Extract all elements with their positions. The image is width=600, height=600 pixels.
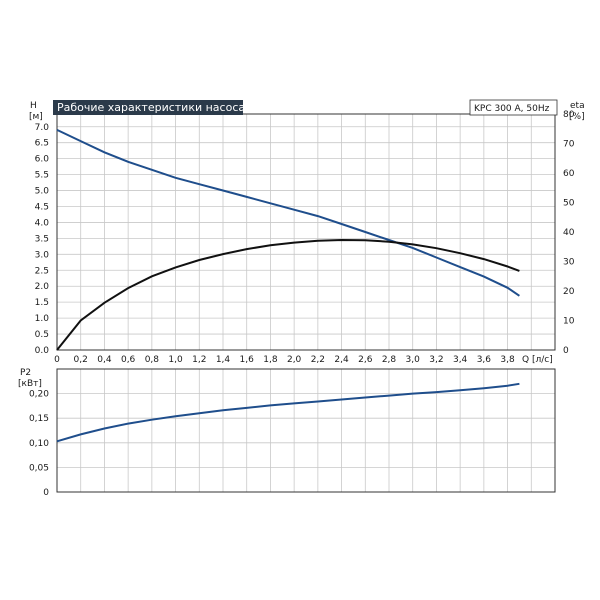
- y-left-tick-label: 0.0: [35, 346, 50, 356]
- lower-ticks: 0 0,05 0,10 0,15 0,20: [29, 390, 49, 498]
- y-left-tick-label: 0.5: [35, 330, 49, 340]
- lower-grid: [56, 369, 556, 493]
- eta-curve: [56, 238, 520, 351]
- x-tick-label: 0: [54, 355, 60, 365]
- title-background: [53, 100, 243, 115]
- upper-ticks: 0 0,2 0,4 0,6 0,8 1,0 1,2 1,4 1,6 1,8 2,0 2,2 2,4 2,6…: [35, 110, 575, 365]
- y-left-tick-label: 1.0: [35, 314, 50, 324]
- lower-y-tick-label: 0,15: [29, 414, 49, 424]
- upper-plot-frame: [56, 113, 556, 351]
- y-right-tick-label: 70: [563, 140, 575, 150]
- y-right-tick-label: 10: [563, 317, 575, 327]
- y-left-tick-label: 6.5: [35, 139, 49, 149]
- x-tick-label: 1,6: [240, 355, 255, 365]
- power-curve: [56, 382, 520, 443]
- model-label: KPC 300 A, 50Hz: [474, 104, 550, 114]
- x-tick-label: 2,0: [287, 355, 302, 365]
- x-tick-label: 0,6: [121, 355, 136, 365]
- y-right-tick-label: 20: [563, 287, 575, 297]
- y-left-tick-label: 5.5: [35, 171, 49, 181]
- x-axis-label: Q [л/с]: [522, 355, 553, 365]
- y-right-tick-label: 30: [563, 258, 575, 268]
- y-left-label-symbol: H: [30, 101, 37, 111]
- upper-grid: [56, 114, 556, 351]
- lower-y-tick-label: 0,10: [29, 439, 49, 449]
- upper-series: [56, 128, 520, 351]
- lower-y-label-unit: [кВт]: [18, 379, 42, 389]
- y-left-tick-label: 7.0: [35, 123, 50, 133]
- x-tick-label: 3,6: [477, 355, 492, 365]
- lower-y-tick-label: 0: [43, 488, 49, 498]
- x-tick-label: 2,6: [358, 355, 373, 365]
- x-tick-label: 3,4: [453, 355, 468, 365]
- x-tick-label: 1,8: [263, 355, 278, 365]
- x-tick-label: 2,2: [311, 355, 325, 365]
- y-left-tick-label: 5.0: [35, 187, 50, 197]
- y-left-tick-label: 2.0: [35, 282, 50, 292]
- y-left-tick-label: 3.5: [35, 234, 49, 244]
- lower-y-tick-label: 0,05: [29, 463, 49, 473]
- lower-plot-frame: [56, 368, 556, 493]
- model-box: [469, 99, 558, 116]
- y-left-label-unit: [м]: [29, 112, 43, 122]
- y-left-tick-label: 2.5: [35, 266, 49, 276]
- y-left-tick-label: 4.0: [35, 218, 50, 228]
- y-right-tick-label: 60: [563, 169, 575, 179]
- lower-y-label-symbol: P2: [20, 368, 31, 378]
- head-curve: [56, 128, 520, 297]
- x-tick-label: 0,2: [74, 355, 88, 365]
- y-left-tick-label: 6.0: [35, 155, 50, 165]
- x-tick-label: 2,4: [334, 355, 349, 365]
- y-left-tick-label: 4.5: [35, 202, 49, 212]
- x-tick-label: 2,8: [382, 355, 397, 365]
- x-tick-label: 1,4: [216, 355, 231, 365]
- x-tick-label: 0,4: [97, 355, 112, 365]
- chart-title: Рабочие характеристики насоса: [57, 101, 245, 114]
- x-tick-label: 3,2: [429, 355, 443, 365]
- x-tick-label: 1,0: [168, 355, 183, 365]
- y-left-tick-label: 1.5: [35, 298, 49, 308]
- y-right-label-unit: [%]: [569, 112, 585, 122]
- y-right-tick-label: 0: [563, 346, 569, 356]
- x-tick-label: 3,0: [406, 355, 421, 365]
- x-tick-label: 3,8: [500, 355, 515, 365]
- y-left-tick-label: 3.0: [35, 250, 50, 260]
- y-right-tick-label: 50: [563, 199, 575, 209]
- y-right-tick-label: 40: [563, 228, 575, 238]
- x-tick-label: 1,2: [192, 355, 206, 365]
- x-tick-label: 0,8: [145, 355, 160, 365]
- lower-series: [56, 382, 520, 443]
- y-right-label-symbol: eta: [570, 101, 585, 111]
- lower-y-tick-label: 0,20: [29, 390, 49, 400]
- y-right-tick-label: 80: [563, 110, 575, 120]
